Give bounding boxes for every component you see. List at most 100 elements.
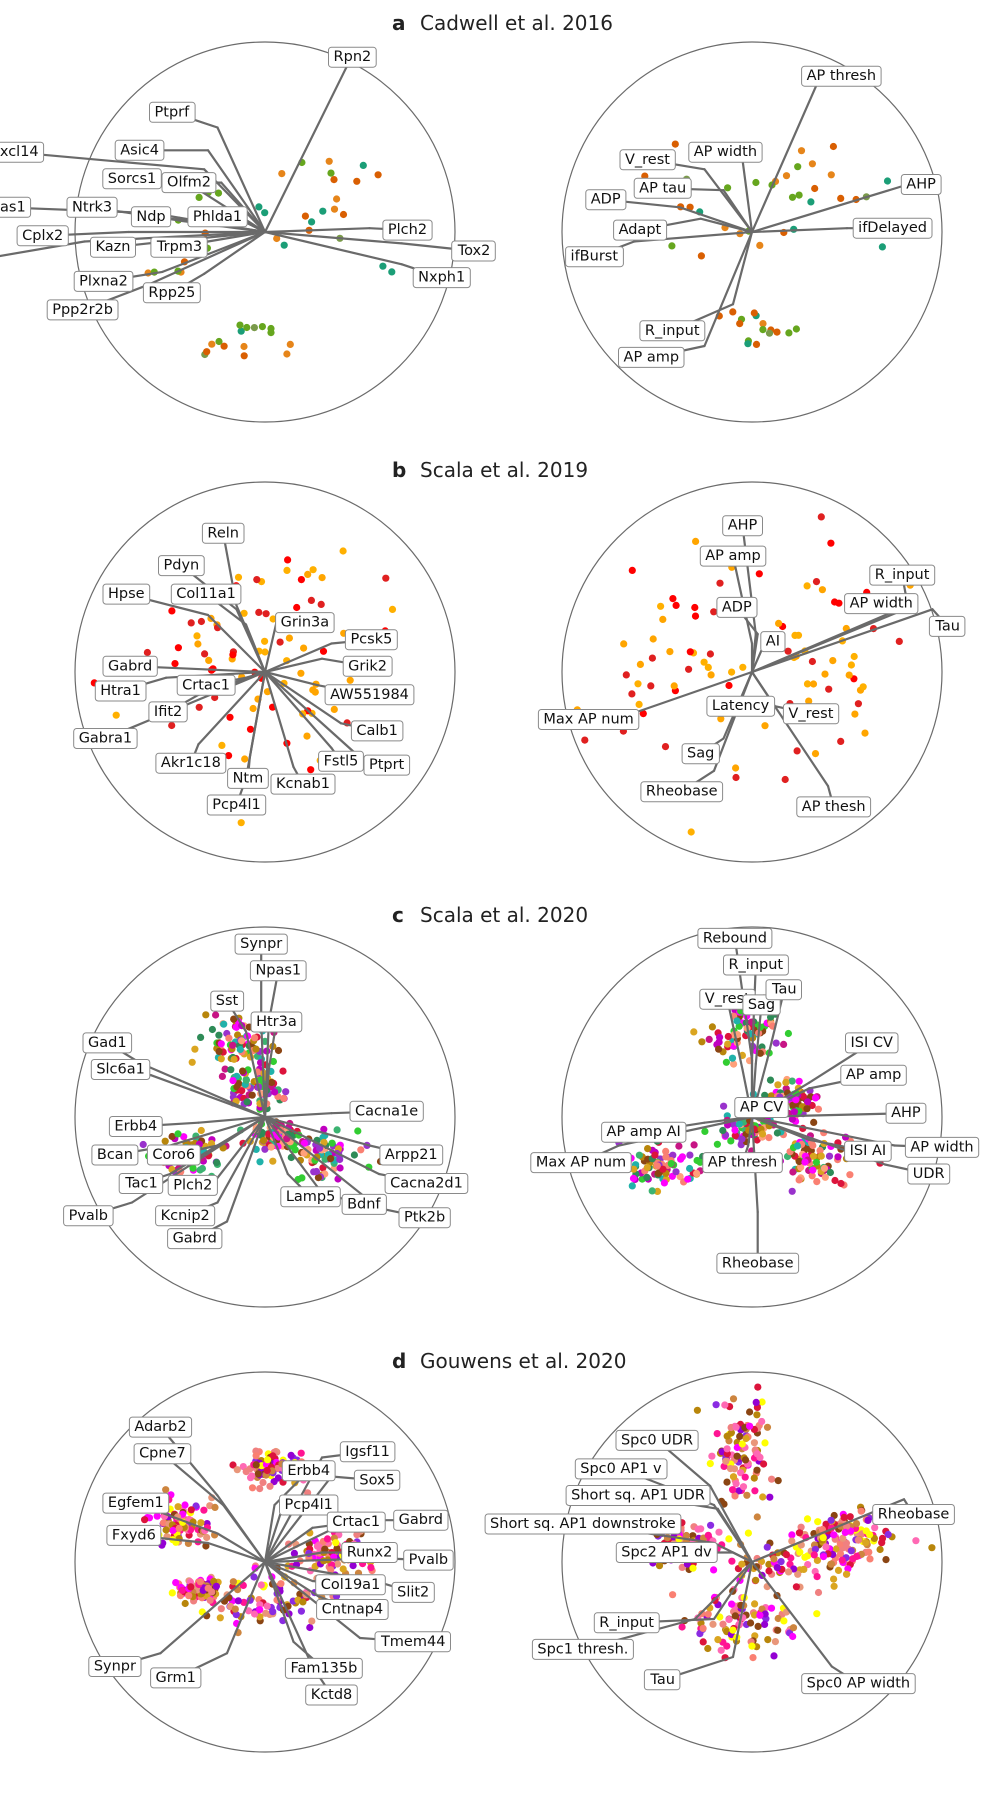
feature-label-box <box>46 299 119 321</box>
scatter-point <box>866 1555 874 1563</box>
scatter-point <box>825 685 833 693</box>
feature-label-text: Synpr <box>94 1659 136 1675</box>
feature-label-text: AP amp <box>705 548 761 564</box>
scatter-point <box>738 1135 746 1143</box>
scatter-point <box>731 1492 739 1500</box>
scatter-point <box>712 1401 720 1409</box>
scatter-point <box>698 1038 706 1046</box>
scatter-point <box>716 579 724 587</box>
scatter-point <box>747 1619 755 1627</box>
scatter-point <box>816 1146 824 1155</box>
scatter-point <box>691 612 700 620</box>
loading-ray <box>263 1560 295 1643</box>
feature-label-text: AP CV <box>740 1100 783 1116</box>
scatter-point <box>239 1067 247 1075</box>
scatter-point <box>180 1133 188 1141</box>
loading-ray <box>263 1503 276 1564</box>
scatter-point <box>256 1601 264 1609</box>
scatter-point <box>841 1528 849 1536</box>
scatter-point <box>233 1466 241 1474</box>
scatter-point <box>809 1166 817 1174</box>
loading-ray <box>716 1507 754 1564</box>
scatter-point <box>668 242 676 250</box>
scatter-point <box>748 1642 756 1650</box>
scatter-point <box>746 1422 754 1430</box>
feature-label-box <box>734 1097 789 1118</box>
scatter-point <box>261 1037 269 1045</box>
scatter-point <box>765 1134 773 1142</box>
scatter-point <box>736 1432 744 1440</box>
scatter-point <box>780 1617 788 1625</box>
feature-label-text: Coro6 <box>152 1147 195 1163</box>
scatter-point <box>349 1562 357 1570</box>
scatter-point <box>263 1602 271 1610</box>
loading-ray <box>263 670 295 769</box>
feature-label-box <box>904 1136 980 1158</box>
feature-label: Npas1 <box>249 960 307 982</box>
feature-label-box <box>73 728 138 749</box>
scatter-point <box>238 1037 246 1045</box>
scatter-point <box>647 682 655 690</box>
scatter-point <box>790 1108 799 1116</box>
loading-ray <box>216 1115 267 1204</box>
scatter-point <box>723 1445 731 1453</box>
feature-label: Plch2 <box>382 219 433 241</box>
feature-label-text: ISI CV <box>850 1035 892 1051</box>
feature-label: AP thesh <box>796 796 872 818</box>
loading-ray <box>263 1560 314 1583</box>
feature-label-text: Olfm2 <box>167 175 211 191</box>
loading-ray <box>263 1560 362 1640</box>
feature-label-text: Crtac1 <box>182 677 230 693</box>
scatter-point <box>300 644 308 652</box>
scatter-point <box>297 576 305 584</box>
feature-label-text: Asic4 <box>120 142 159 158</box>
feature-label-text: Synpr <box>240 936 282 952</box>
feature-label: Rheobase <box>716 1252 800 1274</box>
feature-label: Slit2 <box>391 1581 435 1603</box>
scatter-point <box>162 1526 170 1534</box>
scatter-point <box>693 1169 701 1177</box>
panel-a-right-biplot-circle <box>561 41 943 423</box>
feature-label-text: Rpp25 <box>148 285 195 301</box>
scatter-point <box>253 576 261 584</box>
scatter-point <box>710 1566 718 1574</box>
scatter-point <box>732 1480 740 1488</box>
feature-label: Sag <box>681 743 720 765</box>
scatter-point <box>189 1164 197 1172</box>
scatter-point <box>792 1096 800 1104</box>
feature-label: Spc0 AP1 v <box>574 1458 668 1480</box>
feature-label: Reln <box>201 522 245 544</box>
loading-ray <box>149 1074 267 1119</box>
scatter-point <box>330 705 338 714</box>
scatter-point <box>243 323 251 332</box>
scatter-point <box>822 1520 830 1528</box>
scatter-point <box>813 1556 822 1564</box>
scatter-point <box>643 1164 651 1172</box>
scatter-point <box>686 1164 694 1173</box>
scatter-point <box>334 1560 342 1568</box>
scatter-point <box>821 1173 829 1181</box>
scatter-point <box>720 1102 728 1110</box>
panel-d-right-biplot-circle <box>561 1371 943 1753</box>
scatter-point <box>229 1461 237 1469</box>
feature-label: Tau <box>928 615 966 637</box>
feature-label-box <box>907 1163 951 1185</box>
scatter-point <box>240 609 248 617</box>
feature-label-box <box>118 1173 164 1194</box>
feature-label-box <box>150 1667 202 1689</box>
scatter-point <box>201 650 209 658</box>
scatter-point <box>808 160 817 168</box>
scatter-point <box>761 1620 769 1628</box>
feature-label-box <box>316 1599 389 1620</box>
feature-label-box <box>339 1441 396 1463</box>
feature-label-text: AI <box>766 634 780 650</box>
scatter-point <box>217 1605 225 1613</box>
scatter-point <box>830 1575 838 1583</box>
feature-label-text: Spc1 thresh. <box>537 1641 628 1657</box>
feature-label-box <box>167 1228 223 1250</box>
scatter-point <box>225 752 233 760</box>
scatter-point <box>648 1187 656 1195</box>
scatter-point <box>700 658 708 666</box>
scatter-point <box>320 1125 328 1133</box>
loading-ray <box>693 1560 754 1621</box>
